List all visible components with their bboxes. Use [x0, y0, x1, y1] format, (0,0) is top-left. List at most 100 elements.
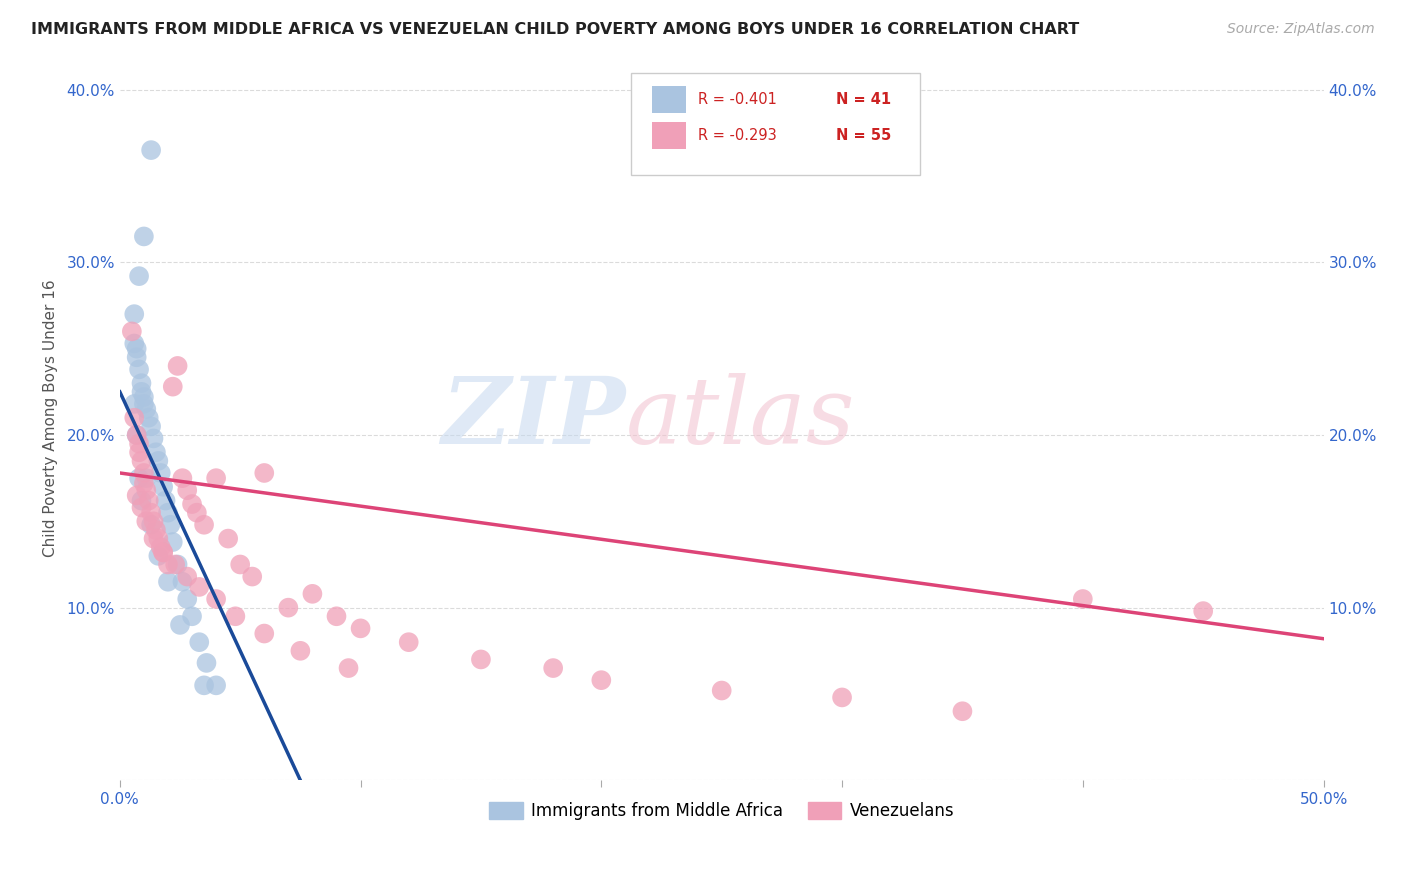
Point [186, 506, 208, 520]
Text: ZIP: ZIP [441, 373, 626, 463]
Point [131, 384, 153, 399]
Point [122, 397, 145, 411]
Point [128, 471, 150, 485]
Point [135, 471, 157, 485]
Point [149, 540, 172, 554]
FancyBboxPatch shape [631, 73, 921, 175]
Point [135, 483, 157, 498]
Point [152, 545, 174, 559]
Point [301, 587, 323, 601]
Point [132, 476, 155, 491]
Point [125, 342, 148, 356]
Text: Source: ZipAtlas.com: Source: ZipAtlas.com [1227, 22, 1375, 37]
Point [132, 229, 155, 244]
Point [176, 592, 198, 607]
Point [337, 661, 360, 675]
Point [132, 466, 155, 480]
Point [165, 558, 187, 572]
Point [145, 445, 167, 459]
Point [349, 621, 371, 635]
Point [176, 483, 198, 498]
Point [205, 678, 228, 692]
Point [952, 704, 974, 718]
Text: N = 55: N = 55 [837, 128, 891, 143]
Point [205, 592, 228, 607]
Point [217, 532, 239, 546]
Point [139, 143, 162, 157]
Point [162, 535, 184, 549]
Point [121, 325, 143, 339]
Point [470, 652, 492, 666]
Point [169, 618, 191, 632]
Point [125, 428, 148, 442]
Point [132, 397, 155, 411]
Point [138, 410, 160, 425]
Point [710, 683, 733, 698]
Point [142, 532, 165, 546]
Point [125, 428, 148, 442]
Point [541, 661, 564, 675]
Point [162, 379, 184, 393]
Point [142, 432, 165, 446]
Point [277, 600, 299, 615]
Point [122, 410, 145, 425]
Point [325, 609, 347, 624]
Point [188, 635, 211, 649]
Point [193, 678, 215, 692]
Point [253, 466, 276, 480]
Point [122, 336, 145, 351]
Point [135, 402, 157, 417]
Point [139, 506, 162, 520]
Point [128, 445, 150, 459]
Point [122, 307, 145, 321]
Point [152, 480, 174, 494]
Point [159, 517, 181, 532]
Point [155, 493, 177, 508]
Point [149, 466, 172, 480]
Point [166, 359, 188, 373]
Point [1071, 592, 1094, 607]
Point [831, 690, 853, 705]
Point [172, 574, 194, 589]
Point [131, 376, 153, 391]
Point [128, 362, 150, 376]
Bar [652, 122, 686, 150]
Text: R = -0.293: R = -0.293 [697, 128, 776, 143]
Point [188, 580, 211, 594]
Point [128, 436, 150, 450]
Point [148, 549, 170, 563]
Point [591, 673, 613, 688]
Point [176, 569, 198, 583]
Point [128, 269, 150, 284]
Point [125, 488, 148, 502]
Point [139, 419, 162, 434]
Point [131, 493, 153, 508]
Point [1192, 604, 1215, 618]
Point [138, 493, 160, 508]
Point [398, 635, 420, 649]
Point [229, 558, 252, 572]
Bar [652, 86, 686, 113]
Text: N = 41: N = 41 [837, 92, 891, 107]
Point [135, 514, 157, 528]
Point [131, 454, 153, 468]
Point [142, 514, 165, 528]
Point [156, 506, 179, 520]
Point [148, 454, 170, 468]
Text: atlas: atlas [626, 373, 855, 463]
Point [193, 517, 215, 532]
Point [139, 517, 162, 532]
Point [145, 523, 167, 537]
Point [125, 351, 148, 365]
Point [181, 497, 204, 511]
Point [172, 471, 194, 485]
Point [148, 532, 170, 546]
Point [132, 390, 155, 404]
Point [253, 626, 276, 640]
Point [240, 569, 263, 583]
Point [195, 656, 218, 670]
Point [152, 545, 174, 559]
Text: R = -0.401: R = -0.401 [697, 92, 776, 107]
Point [156, 558, 179, 572]
Point [156, 574, 179, 589]
